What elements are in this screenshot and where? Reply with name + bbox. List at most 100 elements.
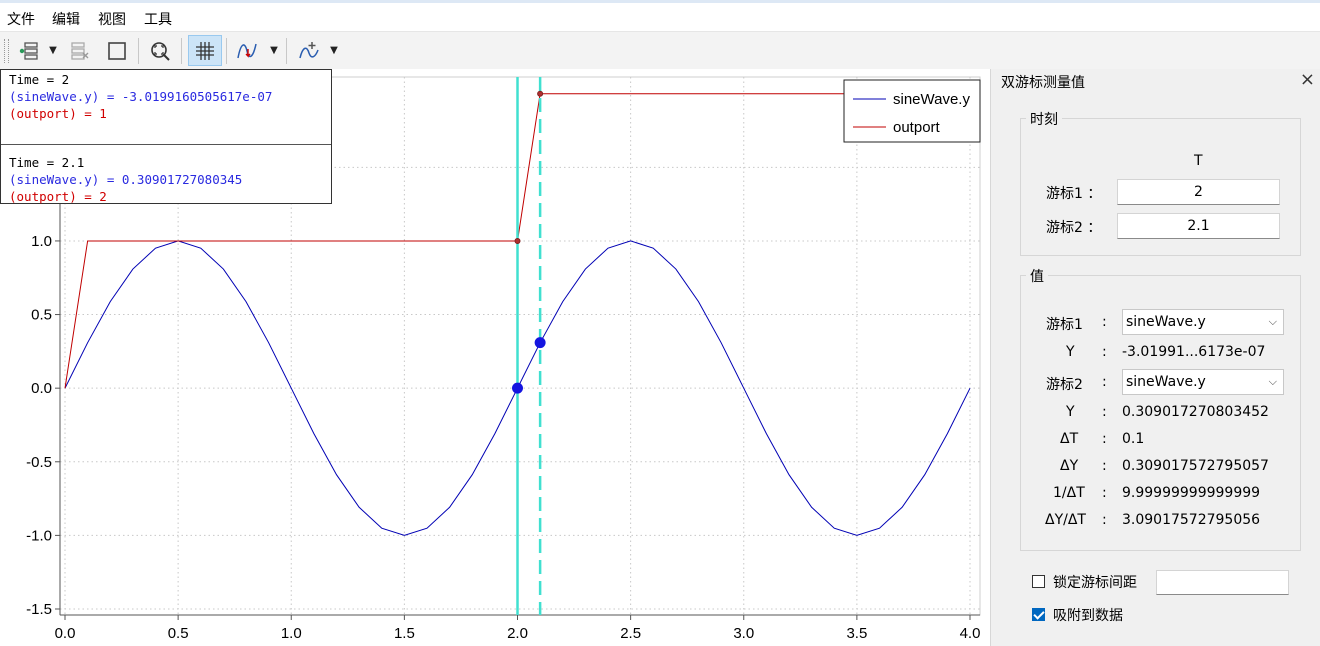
value-colon: : — [1102, 404, 1107, 420]
x-tick-label: 4.0 — [960, 625, 981, 642]
menu-view[interactable]: 视图 — [98, 12, 126, 28]
value-colon: : — [1102, 374, 1107, 390]
inverse-delta-t-value: 9.99999999999999 — [1122, 485, 1261, 501]
value-colon: : — [1102, 458, 1107, 474]
grid-toggle-button[interactable] — [188, 35, 222, 66]
x-tick-label: 2.0 — [507, 625, 528, 642]
cursor-curve-dropdown[interactable]: ▼ — [270, 45, 278, 56]
remove-curve-button[interactable] — [62, 35, 96, 66]
x-tick-label: 3.5 — [846, 625, 867, 642]
toolbar-separator — [226, 38, 227, 64]
readout-divider — [1, 144, 331, 145]
menu-edit[interactable]: 编辑 — [52, 12, 80, 28]
y-tick-label: 0.5 — [31, 307, 52, 324]
value-group: 值 游标1 : sineWave.y ⌵ Y : -3.01991...6173… — [1020, 266, 1301, 551]
value-group-title: 值 — [1026, 266, 1048, 286]
cursor2-series-select[interactable]: sineWave.y ⌵ — [1122, 369, 1284, 395]
add-curve-dropdown[interactable]: ▼ — [49, 45, 57, 56]
cursor1-time-label: 游标1 ： — [1046, 186, 1102, 202]
chevron-down-icon: ⌵ — [1268, 315, 1277, 328]
x-tick-label: 2.5 — [620, 625, 641, 642]
cursor-add-dropdown[interactable]: ▼ — [330, 45, 338, 56]
value-y1: -3.01991...6173e-07 — [1122, 344, 1266, 360]
delta-y-label: ΔY — [1060, 458, 1079, 474]
slope-label: ΔY/ΔT — [1045, 512, 1086, 528]
menu-bar: 文件 编辑 视图 工具 — [0, 0, 1320, 34]
add-curve-button[interactable] — [12, 35, 46, 66]
value-colon: : — [1102, 431, 1107, 447]
value-cursor1-label: 游标1 — [1046, 317, 1083, 333]
chevron-down-icon: ⌵ — [1268, 375, 1277, 388]
y-tick-label: -1.0 — [26, 527, 52, 544]
close-icon[interactable]: × — [1299, 69, 1315, 90]
measurement-panel: 双游标测量值 × 时刻 T 游标1 ： 2 游标2 ： 2.1 值 游标1 : … — [990, 69, 1320, 646]
cursor-marker-outport — [514, 237, 521, 244]
value-colon: : — [1102, 314, 1107, 330]
zoom-fit-button[interactable] — [143, 35, 177, 66]
lock-spacing-checkbox[interactable] — [1032, 575, 1045, 588]
cursor-marker-sine — [534, 337, 546, 349]
legend-label: outport — [893, 119, 941, 136]
value-y1-label: Y — [1066, 344, 1075, 360]
cursor1-sine-value: (sineWave.y) = -3.0199160505617e-07 — [9, 89, 273, 104]
cursor1-outport-value: (outport) = 1 — [9, 106, 107, 121]
add-curve-icon — [19, 41, 38, 60]
toolbar: ▼ ▼ — [0, 31, 1320, 71]
toolbar-grip[interactable] — [4, 39, 9, 63]
x-tick-label: 1.0 — [281, 625, 302, 642]
snap-to-data-checkbox[interactable] — [1032, 608, 1045, 621]
toolbar-separator — [181, 38, 182, 64]
cursor1-time: Time = 2 — [9, 72, 70, 87]
cursor-add-button[interactable] — [292, 35, 326, 66]
lock-spacing-field[interactable] — [1156, 570, 1289, 595]
value-colon: : — [1102, 344, 1107, 360]
delta-t-label: ΔT — [1060, 431, 1079, 447]
inverse-delta-t-label: 1/ΔT — [1053, 485, 1085, 501]
lock-spacing-label: 锁定游标间距 — [1053, 575, 1137, 591]
toolbar-separator — [286, 38, 287, 64]
legend-box — [843, 79, 981, 143]
cursor2-series-value: sineWave.y — [1126, 374, 1206, 390]
cursor1-series-value: sineWave.y — [1126, 314, 1206, 330]
y-tick-label: 1.0 — [31, 233, 52, 250]
select-rectangle-button[interactable] — [100, 35, 134, 66]
value-cursor2-label: 游标2 — [1046, 377, 1083, 393]
y-tick-label: 0.0 — [31, 380, 52, 397]
cursor2-sine-value: (sineWave.y) = 0.30901727080345 — [9, 172, 243, 187]
time-group: 时刻 T 游标1 ： 2 游标2 ： 2.1 — [1020, 109, 1301, 256]
zoom-fit-icon — [151, 41, 170, 61]
cursor-readout-box: Time = 2 (sineWave.y) = -3.0199160505617… — [0, 69, 332, 204]
cursor-curve-button[interactable] — [230, 35, 264, 66]
cursor1-time-field[interactable]: 2 — [1117, 179, 1280, 205]
y-tick-label: -0.5 — [26, 454, 52, 471]
panel-title: 双游标测量值 — [1001, 75, 1085, 91]
x-tick-label: 0.0 — [55, 625, 76, 642]
time-column-header: T — [1194, 153, 1203, 169]
time-group-title: 时刻 — [1026, 109, 1062, 129]
select-rectangle-icon — [108, 41, 126, 60]
remove-curve-icon — [71, 41, 89, 60]
x-tick-label: 3.0 — [733, 625, 754, 642]
value-y2: 0.309017270803452 — [1122, 404, 1269, 420]
chart[interactable]: 0.0 0.5 1.0 1.5 2.0 2.5 3.0 3.5 4.0 -1.5 -1.0 -0.5 0… — [0, 69, 990, 646]
cursor-marker-sine — [512, 382, 523, 394]
menu-file[interactable]: 文件 — [7, 12, 35, 28]
delta-y-value: 0.309017572795057 — [1122, 458, 1269, 474]
cursor1-series-select[interactable]: sineWave.y ⌵ — [1122, 309, 1284, 335]
value-colon: : — [1102, 485, 1107, 501]
value-colon: : — [1102, 512, 1107, 528]
y-tick-label: -1.5 — [26, 601, 52, 618]
x-tick-label: 0.5 — [168, 625, 189, 642]
grid-icon — [196, 41, 214, 60]
snap-to-data-label: 吸附到数据 — [1053, 608, 1123, 624]
toolbar-separator — [138, 38, 139, 64]
cursor-add-icon — [299, 41, 319, 58]
legend-label: sineWave.y — [893, 91, 970, 108]
delta-t-value: 0.1 — [1122, 431, 1145, 447]
cursor-curve-icon — [237, 43, 257, 58]
cursor2-time-field[interactable]: 2.1 — [1117, 213, 1280, 239]
cursor2-outport-value: (outport) = 2 — [9, 189, 107, 204]
cursor-marker-outport — [537, 90, 544, 97]
value-y2-label: Y — [1066, 404, 1075, 420]
menu-tools[interactable]: 工具 — [144, 12, 172, 28]
